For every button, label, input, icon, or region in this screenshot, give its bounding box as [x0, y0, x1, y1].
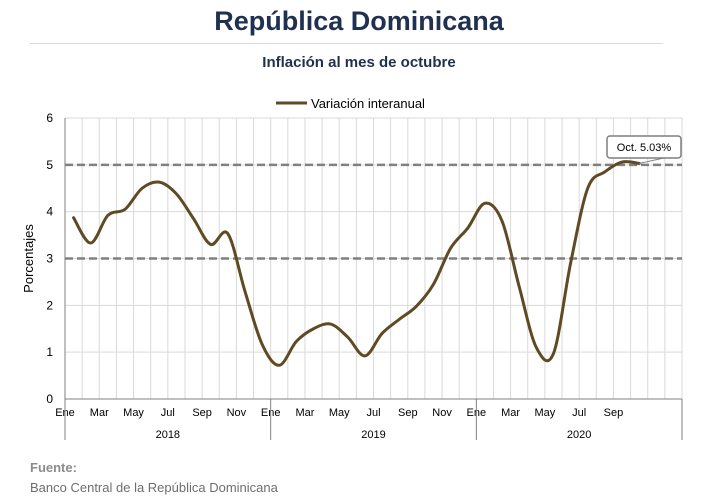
series-line-variacion-interanual	[72, 160, 641, 367]
x-tick-label: Sep	[192, 407, 212, 419]
y-tick-label: 6	[46, 111, 53, 125]
x-tick-label: Mar	[295, 407, 314, 419]
year-label: 2019	[361, 429, 385, 441]
source-text: Banco Central de la República Dominicana	[30, 480, 278, 495]
y-tick-label: 1	[46, 345, 53, 359]
x-tick-label: May	[534, 407, 555, 419]
source-heading: Fuente:	[30, 460, 77, 475]
year-label: 2018	[156, 429, 180, 441]
y-tick-label: 3	[46, 252, 53, 266]
x-tick-label: May	[329, 407, 350, 419]
x-tick-label: Nov	[227, 407, 247, 419]
year-label: 2020	[567, 429, 591, 441]
y-tick-label: 2	[46, 298, 53, 312]
chart-title: República Dominicana	[214, 6, 504, 36]
x-tick-label: May	[123, 407, 144, 419]
x-tick-label: Sep	[398, 407, 418, 419]
y-tick-label: 0	[46, 392, 53, 406]
x-tick-label: Jul	[161, 407, 175, 419]
legend-label: Variación interanual	[311, 96, 425, 111]
x-tick-label: Jul	[572, 407, 586, 419]
y-axis-label: Porcentajes	[21, 224, 36, 293]
annotation-label: Oct. 5.03%	[617, 142, 672, 154]
y-tick-label: 4	[46, 205, 53, 219]
title-divider	[30, 43, 663, 44]
annotation-pointer	[639, 157, 665, 164]
x-tick-label: Sep	[604, 407, 624, 419]
annotation-box	[606, 135, 682, 159]
x-tick-label: Jul	[366, 407, 380, 419]
x-tick-label: Nov	[432, 407, 452, 419]
x-tick-label: Mar	[90, 407, 109, 419]
y-tick-label: 5	[46, 158, 53, 172]
chart-subtitle: Inflación al mes de octubre	[262, 54, 456, 71]
x-tick-label: Mar	[501, 407, 520, 419]
